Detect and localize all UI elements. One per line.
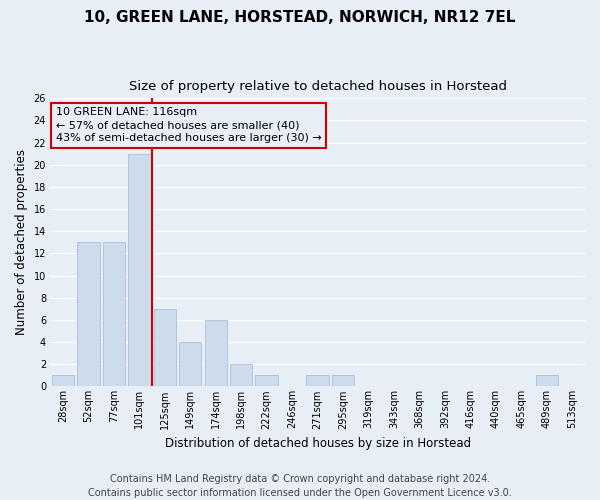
Bar: [77, 242, 100, 386]
Text: 10 GREEN LANE: 116sqm
← 57% of detached houses are smaller (40)
43% of semi-deta: 10 GREEN LANE: 116sqm ← 57% of detached …: [56, 107, 322, 144]
Text: 10, GREEN LANE, HORSTEAD, NORWICH, NR12 7EL: 10, GREEN LANE, HORSTEAD, NORWICH, NR12 …: [85, 10, 515, 25]
Bar: [536, 376, 558, 386]
Y-axis label: Number of detached properties: Number of detached properties: [15, 150, 28, 336]
Bar: [179, 342, 202, 386]
Bar: [154, 309, 176, 386]
Bar: [230, 364, 253, 386]
Bar: [256, 376, 278, 386]
Bar: [332, 376, 354, 386]
Title: Size of property relative to detached houses in Horstead: Size of property relative to detached ho…: [128, 80, 506, 93]
Bar: [52, 376, 74, 386]
Text: Contains HM Land Registry data © Crown copyright and database right 2024.
Contai: Contains HM Land Registry data © Crown c…: [88, 474, 512, 498]
Bar: [205, 320, 227, 386]
Bar: [128, 154, 151, 386]
Bar: [307, 376, 329, 386]
Bar: [103, 242, 125, 386]
X-axis label: Distribution of detached houses by size in Horstead: Distribution of detached houses by size …: [164, 437, 470, 450]
